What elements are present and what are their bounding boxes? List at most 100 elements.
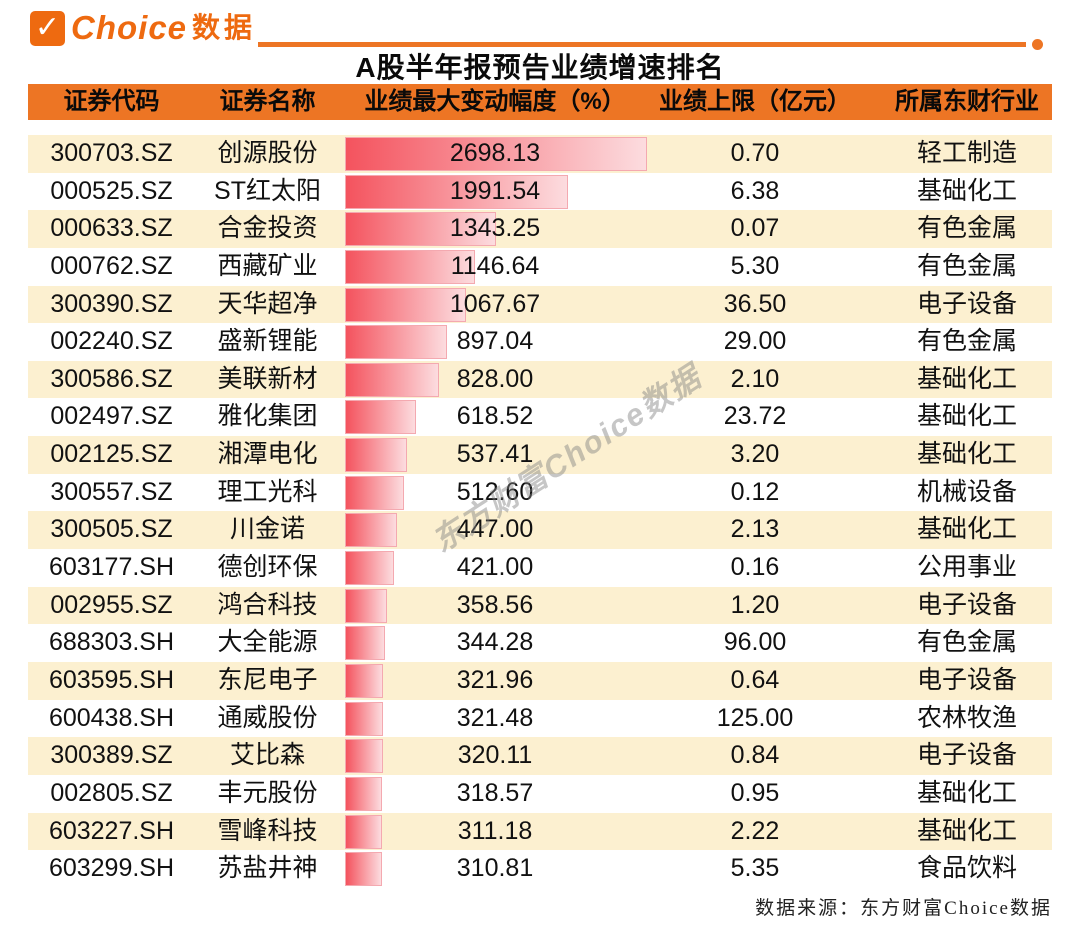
change-value: 344.28 (456, 628, 534, 657)
cell-change: 537.41 (340, 436, 650, 474)
table-row: 002125.SZ 湘潭电化 537.41 3.20 基础化工 (28, 436, 1052, 474)
cell-name: 雪峰科技 (217, 816, 318, 845)
table-row: 300389.SZ 艾比森 320.11 0.84 电子设备 (28, 737, 1052, 775)
page-title: A股半年报预告业绩增速排名 (355, 52, 725, 83)
cell-industry: 电子设备 (916, 665, 1017, 694)
change-bar (345, 212, 497, 247)
cell-change: 421.00 (340, 549, 650, 587)
cell-change: 320.11 (340, 737, 650, 775)
cell-code: 002805.SZ (50, 778, 173, 807)
cell-industry: 公用事业 (916, 553, 1017, 582)
cell-industry: 农林牧渔 (916, 703, 1017, 732)
cell-code: 688303.SH (48, 628, 175, 657)
change-value: 1343.25 (449, 214, 541, 243)
change-value: 1146.64 (450, 251, 540, 280)
cell-code: 002125.SZ (50, 440, 173, 469)
change-value: 321.48 (456, 703, 534, 732)
table-body: 300703.SZ 创源股份 2698.13 0.70 轻工制造 000525.… (28, 135, 1052, 888)
cell-cap: 6.38 (730, 176, 780, 205)
change-bar (345, 588, 387, 623)
change-bar (345, 776, 383, 811)
cell-cap: 5.35 (730, 854, 780, 883)
cell-change: 311.18 (340, 813, 650, 851)
cell-code: 300390.SZ (50, 289, 173, 318)
cell-name: 盛新锂能 (217, 327, 318, 356)
cell-cap: 2.10 (730, 364, 780, 393)
change-value: 828.00 (456, 364, 534, 393)
cell-industry: 有色金属 (916, 214, 1017, 243)
cell-cap: 96.00 (723, 628, 787, 657)
change-value: 321.96 (456, 665, 534, 694)
cell-name: 美联新材 (217, 364, 318, 393)
change-value: 512.60 (456, 477, 534, 506)
choice-logo: ✓ Choice 数据 (30, 8, 256, 48)
cell-code: 000525.SZ (50, 176, 173, 205)
cell-code: 300586.SZ (50, 364, 173, 393)
cell-code: 002497.SZ (50, 402, 173, 431)
change-bar (345, 551, 394, 586)
cell-cap: 0.07 (730, 214, 780, 243)
cell-name: 湘潭电化 (217, 440, 318, 469)
table-row: 300586.SZ 美联新材 828.00 2.10 基础化工 (28, 360, 1052, 399)
cell-name: 艾比森 (229, 741, 305, 770)
cell-name: 西藏矿业 (217, 251, 318, 280)
change-value: 1067.67 (449, 289, 541, 318)
cell-change: 618.52 (340, 398, 650, 436)
change-value: 1991.54 (449, 176, 541, 205)
cell-name: 苏盐井神 (217, 854, 318, 883)
cell-industry: 基础化工 (916, 816, 1017, 845)
change-bar (345, 513, 397, 548)
table-row: 300505.SZ 川金诺 447.00 2.13 基础化工 (28, 511, 1052, 550)
header-cell-industry: 所属东财行业 (895, 88, 1039, 115)
cell-code: 603595.SH (48, 665, 175, 694)
cell-industry: 基础化工 (916, 176, 1017, 205)
cell-industry: 基础化工 (916, 402, 1017, 431)
cell-code: 300389.SZ (50, 741, 173, 770)
change-value: 897.04 (456, 327, 534, 356)
table-row: 300557.SZ 理工光科 512.60 0.12 机械设备 (28, 473, 1052, 512)
table-row: 603595.SH 东尼电子 321.96 0.64 电子设备 (28, 661, 1052, 700)
header-cell-change: 业绩最大变动幅度（%） (364, 88, 626, 115)
logo-brand-text: Choice (71, 9, 188, 46)
cell-industry: 食品饮料 (916, 854, 1017, 883)
cell-code: 603227.SH (48, 816, 175, 845)
cell-name: 丰元股份 (217, 778, 318, 807)
data-source-footer: 数据来源：东方财富Choice数据 (755, 898, 1052, 919)
cell-cap: 5.30 (730, 251, 780, 280)
cell-name: 大全能源 (217, 628, 318, 657)
change-bar (345, 663, 383, 698)
cell-industry: 基础化工 (916, 364, 1017, 393)
cell-name: 通威股份 (217, 703, 318, 732)
cell-cap: 29.00 (723, 327, 787, 356)
change-bar (345, 739, 383, 774)
change-value: 310.81 (456, 854, 534, 883)
cell-cap: 36.50 (723, 289, 787, 318)
change-bar (345, 626, 386, 661)
table-row: 002497.SZ 雅化集团 618.52 23.72 基础化工 (28, 398, 1052, 437)
cell-change: 344.28 (340, 624, 650, 662)
table-row: 603177.SH 德创环保 421.00 0.16 公用事业 (28, 549, 1052, 587)
table-row: 000633.SZ 合金投资 1343.25 0.07 有色金属 (28, 210, 1052, 248)
change-value: 537.41 (456, 440, 534, 469)
cell-industry: 基础化工 (916, 440, 1017, 469)
cell-cap: 0.12 (730, 477, 780, 506)
table-row: 600438.SH 通威股份 321.48 125.00 农林牧渔 (28, 699, 1052, 738)
cell-name: ST红太阳 (214, 176, 321, 205)
cell-cap: 23.72 (723, 402, 787, 431)
table-row: 002955.SZ 鸿合科技 358.56 1.20 电子设备 (28, 586, 1052, 625)
cell-industry: 有色金属 (916, 628, 1017, 657)
cell-name: 鸿合科技 (217, 590, 318, 619)
header-cell-cap: 业绩上限（亿元） (659, 88, 851, 115)
title-rule-dot (1032, 39, 1043, 50)
cell-industry: 电子设备 (916, 741, 1017, 770)
cell-name: 创源股份 (217, 139, 318, 167)
cell-change: 321.96 (340, 662, 650, 700)
change-value: 447.00 (456, 515, 534, 544)
cell-change: 1067.67 (340, 286, 650, 324)
cell-code: 300557.SZ (50, 477, 173, 506)
cell-cap: 0.95 (730, 778, 780, 807)
cell-industry: 机械设备 (916, 477, 1017, 506)
cell-change: 310.81 (340, 850, 650, 888)
cell-cap: 1.20 (730, 590, 780, 619)
cell-cap: 125.00 (716, 703, 794, 732)
